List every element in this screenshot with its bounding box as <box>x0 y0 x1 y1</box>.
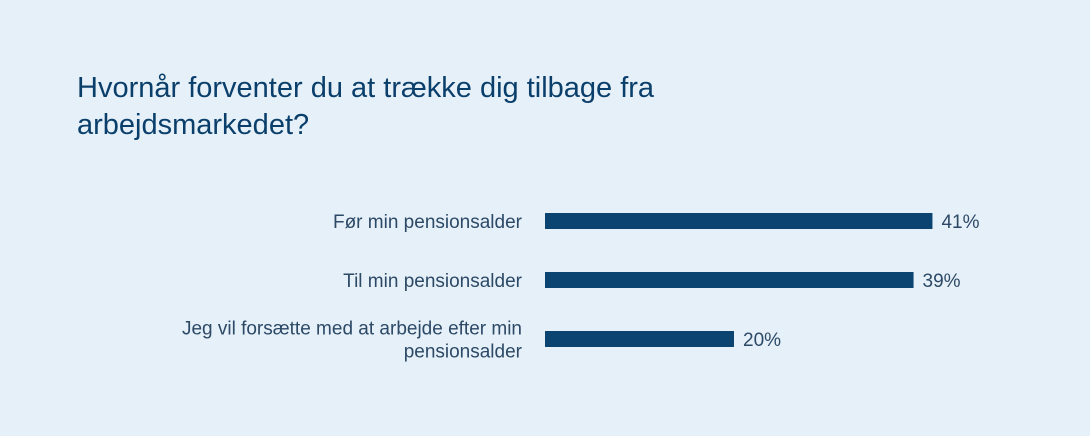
value-label: 41% <box>941 212 979 233</box>
category-label: Jeg vil forsætte med at arbejde efter mi… <box>182 319 522 340</box>
category-label: Før min pensionsalder <box>333 212 523 233</box>
value-label: 39% <box>923 271 961 292</box>
bars-layer: Før min pensionsalder 41% Til min pensions… <box>182 212 980 363</box>
category-label: Til min pensionsalder <box>343 271 522 292</box>
value-label: 20% <box>743 330 781 351</box>
bar <box>545 272 914 288</box>
bar <box>545 213 933 229</box>
category-label: pensionsalder <box>404 342 523 363</box>
chart-title: Hvornår forventer du at trække dig tilba… <box>77 72 655 141</box>
bar <box>545 331 734 347</box>
